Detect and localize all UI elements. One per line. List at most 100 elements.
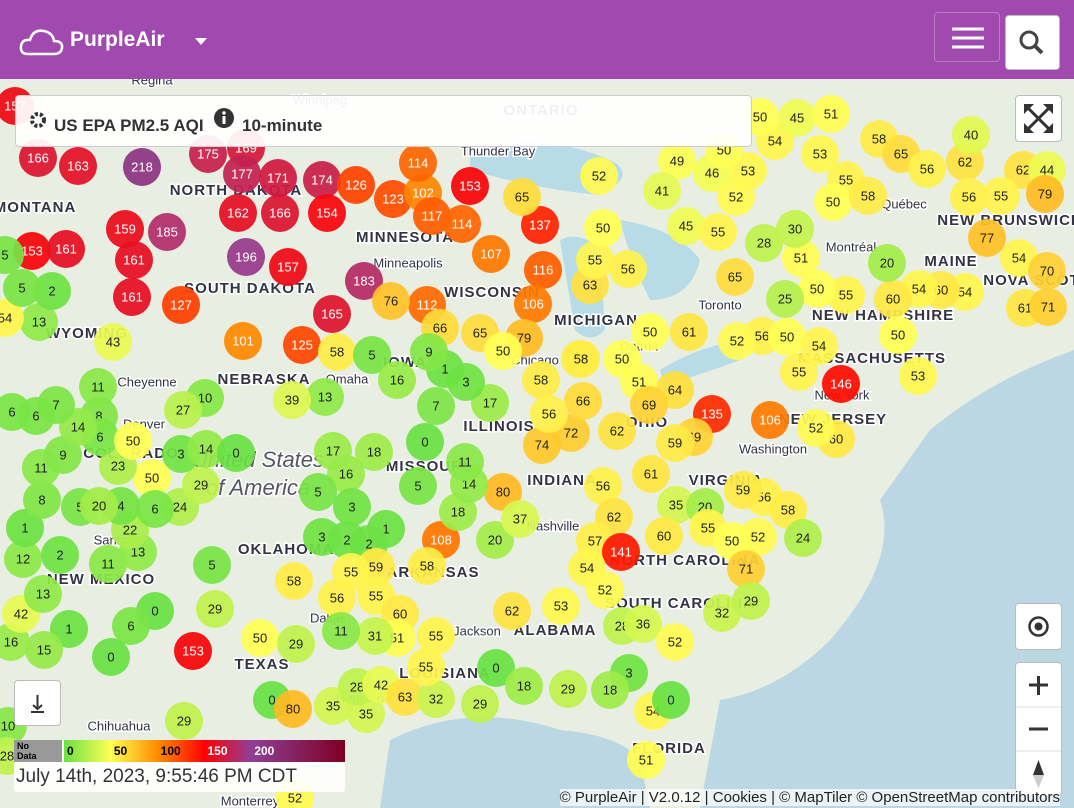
sensor-marker [80, 487, 118, 525]
place-label: MONTANA [0, 199, 76, 216]
sensor-value: 62 [505, 603, 519, 618]
legend-gradient [64, 740, 345, 762]
gear-icon[interactable] [28, 110, 48, 130]
sensor-marker [745, 224, 783, 262]
sensor-value: 177 [231, 166, 253, 181]
sensor-marker [521, 206, 559, 244]
sensor-value: 6 [127, 618, 134, 633]
sensor-marker [632, 455, 670, 493]
sensor-value: 35 [326, 698, 340, 713]
sensor-value: 6 [96, 429, 103, 444]
sensor-value: 52 [729, 189, 743, 204]
sensor-marker [303, 161, 341, 199]
sensor-marker [313, 295, 351, 333]
sensor-value: 114 [408, 155, 429, 170]
sensor-value: 53 [741, 163, 755, 178]
sensor-value: 52 [751, 529, 765, 544]
sensor-marker [20, 303, 58, 341]
sensor-marker [410, 333, 448, 371]
sensor-value: 28 [350, 679, 364, 694]
sensor-value: 6 [8, 404, 15, 419]
sensor-marker [407, 648, 445, 686]
sensor-value: 58 [872, 131, 886, 146]
period-label[interactable]: 10-minute [242, 116, 323, 135]
sensor-value: 63 [583, 277, 597, 292]
sensor-value: 107 [480, 246, 502, 261]
sensor-value: 5 [208, 557, 215, 572]
sensor-marker [41, 536, 79, 574]
sensor-value: 108 [430, 532, 452, 547]
sensor-marker [89, 545, 127, 583]
sensor-marker [24, 575, 62, 613]
fullscreen-button[interactable] [1015, 95, 1062, 142]
sensor-marker [408, 547, 446, 585]
sensor-value: 13 [32, 314, 46, 329]
sensor-value: 153 [21, 243, 43, 258]
sensor-marker [874, 280, 912, 318]
sensor-marker [879, 316, 917, 354]
sensor-marker [751, 401, 789, 439]
sensor-value: 61 [1018, 300, 1032, 315]
sensor-value: 55 [839, 172, 853, 187]
sensor-value: 5 [368, 347, 375, 362]
sensor-marker [106, 210, 144, 248]
toolbar[interactable]: US EPA PM2.5 AQI 10-minute [15, 95, 752, 147]
sensor-value: 116 [533, 262, 554, 277]
sensor-value: 1 [441, 361, 448, 376]
sensor-value: 55 [839, 287, 853, 302]
sensor-value: 126 [345, 177, 367, 192]
sensor-marker [769, 491, 807, 529]
no-data-swatch [14, 740, 62, 762]
sensor-marker [148, 213, 186, 251]
no-data-label: No Data [17, 741, 38, 761]
zoom-controls[interactable] [1015, 662, 1062, 796]
sensor-value: 11 [34, 460, 48, 475]
place-label: ALABAMA [514, 622, 597, 639]
sensor-value: 3 [348, 499, 355, 514]
sensor-value: 14 [71, 419, 85, 434]
sensor-marker [784, 519, 822, 557]
sensor-value: 53 [554, 598, 568, 613]
sensor-value: 5 [314, 484, 321, 499]
sensor-marker [259, 159, 297, 197]
sensor-value: 59 [668, 435, 682, 450]
sensor-value: 196 [235, 249, 257, 264]
place-label: NEW BRUNSWICK [937, 212, 1074, 229]
sensor-value: 165 [321, 306, 343, 321]
sensor-value: 102 [412, 185, 434, 200]
sensor-marker [576, 241, 614, 279]
attribution[interactable]: © PurpleAir | V2.0.12 | Cookies | © MapT… [559, 789, 1060, 806]
sensor-marker [322, 612, 360, 650]
place-label: Chihuahua [88, 718, 152, 733]
sensor-marker [33, 272, 71, 310]
download-button[interactable] [14, 680, 61, 726]
info-icon[interactable] [214, 108, 234, 128]
place-label: of America [206, 475, 310, 500]
sensor-value: 50 [145, 470, 159, 485]
sensor-value: 28 [0, 748, 14, 763]
sensor-value: 59 [736, 482, 750, 497]
layer-label[interactable]: US EPA PM2.5 AQI [54, 116, 204, 135]
menu-button[interactable] [934, 12, 1000, 62]
sensor-marker [113, 278, 151, 316]
sensor-marker [223, 155, 261, 193]
sensor-value: 218 [131, 159, 153, 174]
sensor-value: 72 [564, 425, 578, 440]
sensor-value: 161 [55, 241, 77, 256]
sensor-value: 50 [496, 343, 510, 358]
sensor-value: 62 [1016, 162, 1030, 177]
sensor-value: 32 [429, 691, 443, 706]
sensor-value: 5 [414, 478, 421, 493]
sensor-value: 30 [788, 221, 802, 236]
search-button[interactable] [1005, 15, 1060, 70]
sensor-value: 29 [289, 636, 303, 651]
sensor-value: 57 [588, 533, 602, 548]
locate-button[interactable] [1015, 603, 1062, 650]
sensor-marker [950, 178, 988, 216]
sensor-value: 55 [701, 520, 715, 535]
dropdown[interactable] [194, 37, 208, 47]
sensor-value: 44 [1040, 162, 1054, 177]
sensor-value: 18 [603, 682, 617, 697]
sensor-value: 79 [1038, 186, 1052, 201]
sensor-value: 62 [610, 423, 624, 438]
